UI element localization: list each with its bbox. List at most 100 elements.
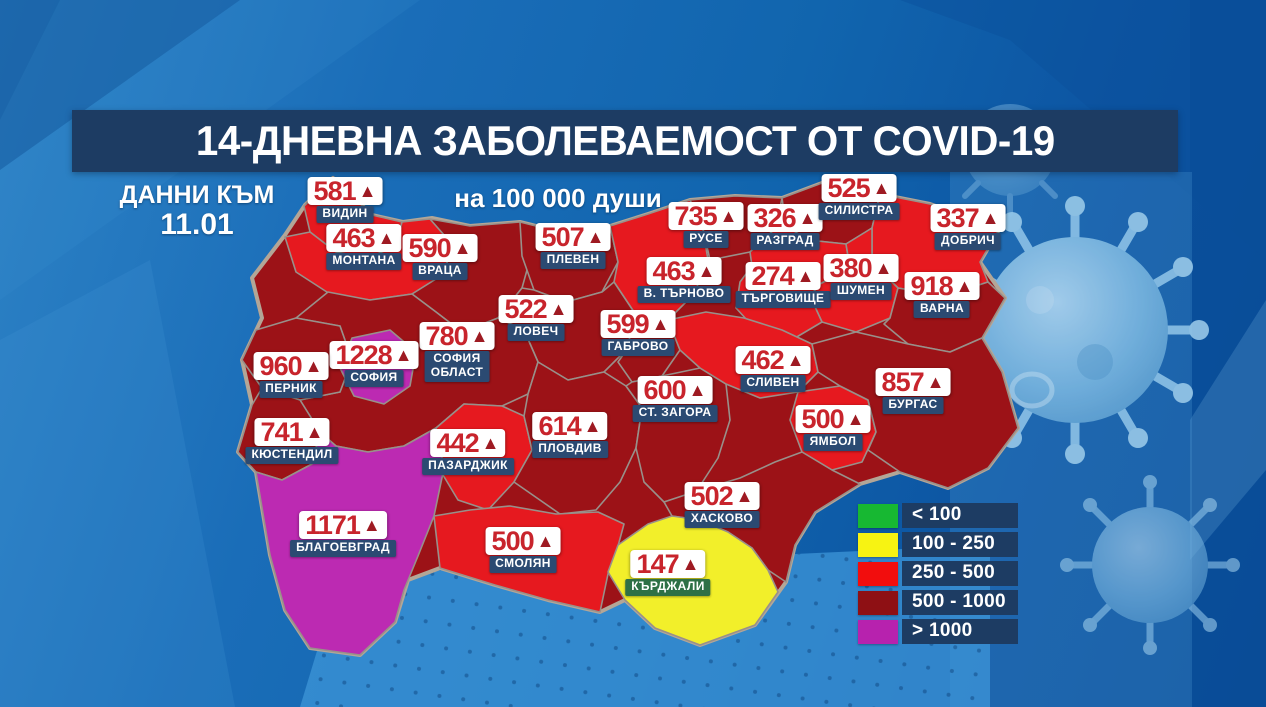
trend-up-icon: ▲: [549, 299, 568, 319]
region-name: ТЪРГОВИЩЕ: [735, 291, 831, 308]
region-name: В. ТЪРНОВО: [637, 286, 731, 303]
trend-up-icon: ▲: [586, 227, 605, 247]
region-label-blagoevgrad: 1171 ▲ БЛАГОЕВГРАД: [290, 511, 396, 557]
region-value-number: 463: [652, 255, 696, 286]
region-value-number: 525: [827, 172, 871, 203]
region-value-number: 502: [690, 480, 734, 511]
trend-up-icon: ▲: [735, 486, 754, 506]
region-value-number: 918: [910, 270, 954, 301]
region-value: 507 ▲: [535, 223, 611, 251]
region-value-number: 599: [606, 308, 650, 339]
trend-up-icon: ▲: [362, 515, 381, 535]
region-value-number: 442: [436, 427, 480, 458]
region-value-number: 581: [313, 175, 357, 206]
trend-up-icon: ▲: [305, 422, 324, 442]
region-label-sofia-city: 1228 ▲ СОФИЯ: [329, 341, 419, 387]
corner-facet: [0, 0, 240, 170]
facet: [900, 0, 1266, 260]
region-value: 614 ▲: [532, 412, 608, 440]
region-value: 463 ▲: [326, 224, 402, 252]
region-value: 274 ▲: [745, 260, 821, 291]
legend-swatch: [858, 561, 898, 586]
trend-up-icon: ▲: [651, 314, 670, 334]
legend-item: 500 - 1000: [858, 590, 1018, 615]
region-name: БУРГАС: [882, 397, 944, 414]
region-name: ГАБРОВО: [601, 339, 675, 356]
region-name: ПЛЕВЕН: [540, 252, 606, 269]
region-name: СЛИВЕН: [740, 375, 806, 392]
trend-up-icon: ▲: [697, 261, 716, 281]
region-value-number: 600: [643, 374, 687, 405]
region-name: МОНТАНА: [326, 253, 402, 270]
legend-label: 100 - 250: [902, 532, 1018, 557]
region-label-targovishte: 274 ▲ ТЪРГОВИЩЕ: [735, 260, 831, 308]
region-value: 857 ▲: [875, 368, 951, 396]
region-label-veliko-tarnovo: 463 ▲ В. ТЪРНОВО: [637, 255, 731, 303]
region-label-kardzhali: 147 ▲ КЪРДЖАЛИ: [625, 550, 711, 596]
region-label-pernik: 960 ▲ ПЕРНИК: [253, 350, 329, 398]
region-name: ХАСКОВО: [684, 511, 760, 528]
region-value: 502 ▲: [684, 480, 760, 511]
region-label-stara-zagora: 600 ▲ СТ. ЗАГОРА: [632, 374, 718, 422]
region-value: 590 ▲: [402, 232, 478, 263]
legend-item: > 1000: [858, 619, 1018, 644]
region-name: СТ. ЗАГОРА: [632, 405, 718, 422]
region-label-ruse: 735 ▲ РУСЕ: [668, 202, 744, 248]
legend-swatch: [858, 532, 898, 557]
facet: [1190, 300, 1266, 560]
legend-swatch: [858, 619, 898, 644]
region-name: РАЗГРАД: [750, 233, 820, 250]
region-value-number: 500: [491, 525, 535, 556]
region-label-yambol: 500 ▲ ЯМБОЛ: [795, 405, 871, 451]
region-label-sofia-oblast: 780 ▲ СОФИЯ ОБЛАСТ: [419, 320, 495, 382]
region-value: 581 ▲: [307, 175, 383, 206]
trend-up-icon: ▲: [358, 181, 377, 201]
region-label-lovech: 522 ▲ ЛОВЕЧ: [498, 295, 574, 341]
region-value: 463 ▲: [646, 255, 722, 286]
region-label-burgas: 857 ▲ БУРГАС: [875, 368, 951, 414]
region-value-number: 960: [259, 350, 303, 381]
trend-up-icon: ▲: [304, 356, 323, 376]
region-label-gabrovo: 599 ▲ ГАБРОВО: [600, 308, 676, 356]
region-value: 337 ▲: [930, 204, 1006, 232]
region-value: 600 ▲: [637, 374, 713, 405]
region-name: КЪРДЖАЛИ: [625, 579, 711, 596]
trend-up-icon: ▲: [926, 372, 945, 392]
trend-up-icon: ▲: [453, 238, 472, 258]
region-value: 462 ▲: [735, 346, 811, 374]
trend-up-icon: ▲: [583, 416, 602, 436]
region-value-number: 780: [425, 320, 469, 351]
data-as-of-label: ДАННИ КЪМ: [119, 181, 275, 209]
trend-up-icon: ▲: [874, 258, 893, 278]
region-name: СИЛИСТРА: [818, 203, 900, 220]
legend: < 100 100 - 250 250 - 500 500 - 1000 > 1000: [858, 503, 1018, 648]
title-banner: 14-ДНЕВНА ЗАБОЛЕВАЕМОСТ ОТ COVID-19: [72, 110, 1178, 172]
region-name: ДОБРИЧ: [935, 233, 1001, 250]
trend-up-icon: ▲: [846, 409, 865, 429]
trend-up-icon: ▲: [688, 380, 707, 400]
legend-swatch: [858, 590, 898, 615]
region-value-number: 326: [753, 202, 797, 233]
page-title: 14-ДНЕВНА ЗАБОЛЕВАЕМОСТ ОТ COVID-19: [195, 117, 1055, 164]
region-label-dobrich: 337 ▲ ДОБРИЧ: [930, 204, 1006, 250]
trend-up-icon: ▲: [394, 345, 413, 365]
region-label-vratsa: 590 ▲ ВРАЦА: [402, 232, 478, 280]
trend-up-icon: ▲: [377, 228, 396, 248]
region-name: ВИДИН: [316, 206, 374, 223]
region-name: СОФИЯ: [344, 370, 404, 387]
legend-label: < 100: [902, 503, 1018, 528]
legend-label: 250 - 500: [902, 561, 1018, 586]
region-name: ВАРНА: [913, 301, 971, 318]
region-value-number: 274: [751, 260, 795, 291]
region-label-razgrad: 326 ▲ РАЗГРАД: [747, 202, 823, 250]
region-label-shumen: 380 ▲ ШУМЕН: [823, 254, 899, 300]
region-name: ПАЗАРДЖИК: [422, 458, 514, 475]
region-value: 522 ▲: [498, 295, 574, 323]
region-value: 918 ▲: [904, 270, 980, 301]
legend-label: > 1000: [902, 619, 1018, 644]
data-as-of-date: 11.01: [160, 208, 234, 241]
region-value-number: 590: [408, 232, 452, 263]
region-name: ВРАЦА: [412, 263, 468, 280]
